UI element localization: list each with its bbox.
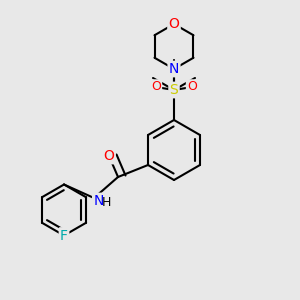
Text: N: N xyxy=(169,62,179,76)
Text: S: S xyxy=(169,83,178,97)
Text: O: O xyxy=(187,80,197,94)
Text: F: F xyxy=(60,229,68,242)
Text: O: O xyxy=(169,17,179,31)
Text: O: O xyxy=(151,80,161,94)
Text: N: N xyxy=(93,194,104,208)
Text: O: O xyxy=(103,149,115,163)
Text: H: H xyxy=(101,196,111,209)
